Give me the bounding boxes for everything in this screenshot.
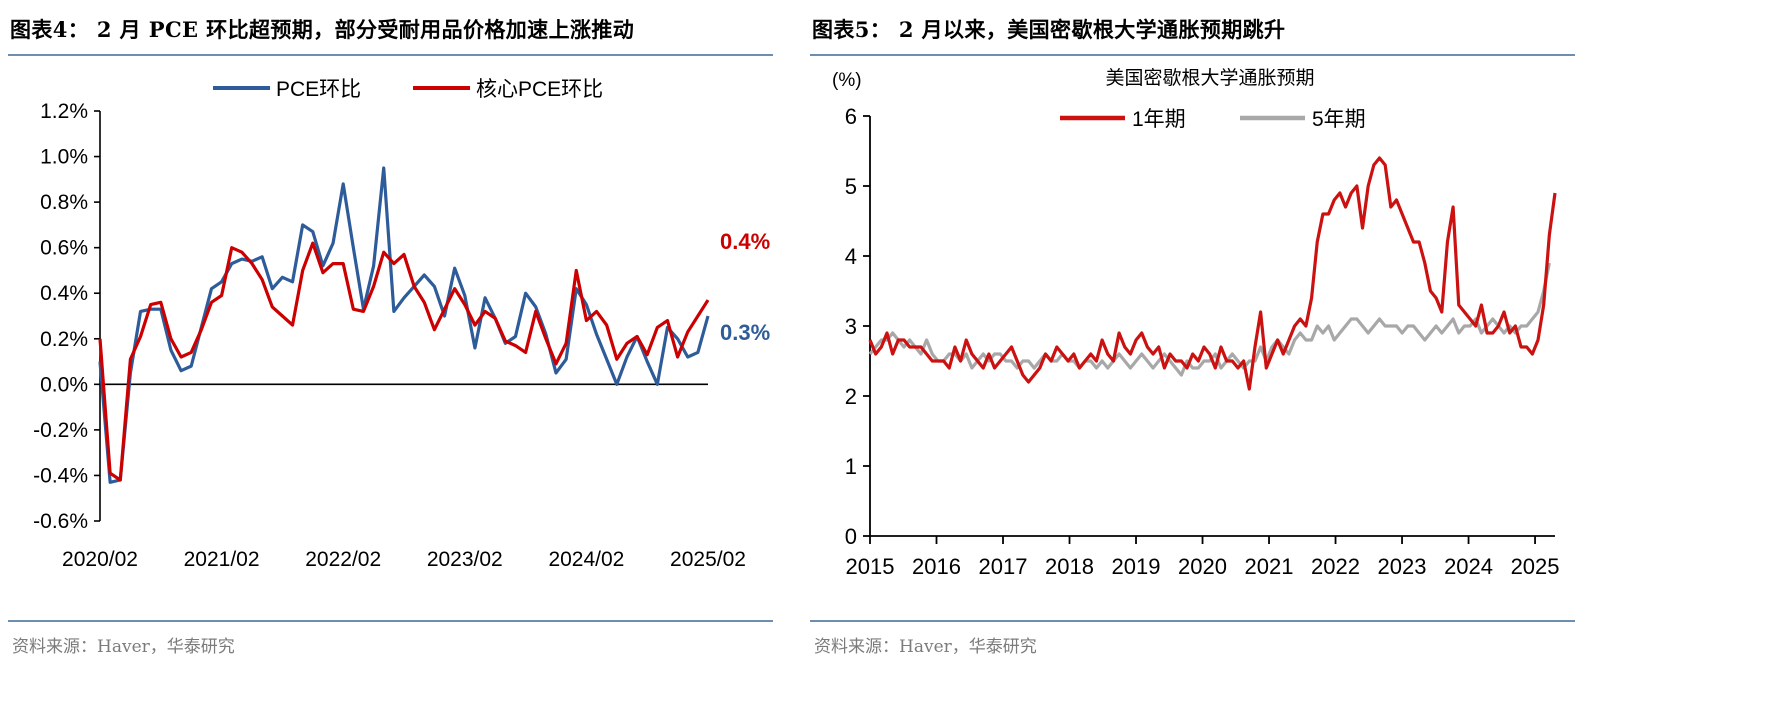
legend-label-1y: 1年期	[1132, 108, 1186, 131]
y-tick-label: 1.0%	[40, 146, 88, 169]
x-tick-label: 2015	[846, 554, 895, 579]
figure-4-panel: 图表4： 2 月 PCE 环比超预期，部分受耐用品价格加速上涨推动 PCE环比 核…	[8, 0, 788, 708]
y-tick-label: -0.2%	[33, 419, 88, 442]
y-tick-label: 6	[845, 104, 857, 129]
legend-label-pce: PCE环比	[276, 78, 361, 101]
legend-label-5y: 5年期	[1312, 108, 1366, 131]
x-axis: 2015 2016 2017 2018 2019 2020 2021 2022 2023 2024…	[846, 535, 1560, 579]
x-tick-label: 2022/02	[305, 548, 381, 571]
y-tick-label: 0.4%	[40, 282, 88, 305]
x-tick-label: 2024/02	[548, 548, 624, 571]
x-tick-label: 2018	[1045, 554, 1094, 579]
y-axis: 1.2% 1.0% 0.8% 0.6% 0.4% 0.2% 0.0% -0.2% -0.4% -0…	[33, 100, 101, 533]
x-tick-label: 2020	[1178, 554, 1227, 579]
legend-label-core-pce: 核心PCE环比	[476, 78, 603, 101]
series-line-1y	[868, 156, 1557, 391]
x-tick-label: 2023/02	[427, 548, 503, 571]
x-tick-label: 2016	[912, 554, 961, 579]
series-line-core-pce	[98, 241, 710, 482]
y-tick-label: 4	[845, 244, 857, 269]
figure-5-title: 图表5： 2 月以来，美国密歇根大学通胀预期跳升	[812, 17, 1286, 42]
y-tick-label: 5	[845, 174, 857, 199]
y-tick-label: 0.2%	[40, 328, 88, 351]
x-tick-label: 2022	[1311, 554, 1360, 579]
end-label-core-pce: 0.4%	[720, 229, 770, 254]
figure-4-chart: PCE环比 核心PCE环比 1.2% 1.0% 0.8% 0.6% 0.4% 0.2% 0.0%…	[8, 56, 788, 616]
figure-5-title-rule	[810, 54, 1575, 56]
figure-4-title: 图表4： 2 月 PCE 环比超预期，部分受耐用品价格加速上涨推动	[10, 17, 635, 42]
y-tick-label: 0.6%	[40, 237, 88, 260]
x-axis: 2020/02 2021/02 2022/02 2023/02 2024/02 2025/…	[62, 548, 746, 571]
legend: PCE环比 核心PCE环比	[213, 78, 603, 101]
figure-4-footer-rule	[8, 620, 773, 622]
figure-5-source: 资料来源：Haver，华泰研究	[814, 637, 1037, 657]
figure-4-title-rule	[8, 54, 773, 56]
x-tick-label: 2023	[1378, 554, 1427, 579]
legend: 1年期 5年期	[1060, 108, 1366, 131]
y-axis-unit-label: (%)	[832, 70, 862, 91]
series-line-pce	[98, 166, 710, 484]
series-line-5y	[868, 262, 1551, 377]
figure-4-source: 资料来源：Haver，华泰研究	[12, 637, 235, 657]
y-tick-label: 0.0%	[40, 373, 88, 396]
x-tick-label: 2024	[1444, 554, 1493, 579]
x-tick-label: 2021	[1245, 554, 1294, 579]
y-tick-label: 2	[845, 384, 857, 409]
x-tick-label: 2025/02	[670, 548, 746, 571]
figure-5-footer-rule	[810, 620, 1575, 622]
y-tick-label: -0.6%	[33, 510, 88, 533]
x-tick-label: 2019	[1112, 554, 1161, 579]
x-tick-label: 2021/02	[184, 548, 260, 571]
y-tick-label: 0.8%	[40, 191, 88, 214]
end-label-pce: 0.3%	[720, 320, 770, 345]
figure-5-panel: 图表5： 2 月以来，美国密歇根大学通胀预期跳升 (%) 美国密歇根大学通胀预期 1…	[810, 0, 1590, 708]
y-tick-label: 3	[845, 314, 857, 339]
x-tick-label: 2025	[1511, 554, 1560, 579]
y-tick-label: -0.4%	[33, 464, 88, 487]
y-tick-label: 1.2%	[40, 100, 88, 123]
y-axis: 0 1 2 3 4 5 6	[845, 104, 871, 549]
y-tick-label: 0	[845, 524, 857, 549]
figure-5-chart: (%) 美国密歇根大学通胀预期 1年期 5年期 0 1 2 3 4 5 6 2015 2016 2017 2…	[810, 56, 1590, 616]
y-tick-label: 1	[845, 454, 857, 479]
x-tick-label: 2017	[979, 554, 1028, 579]
x-tick-label: 2020/02	[62, 548, 138, 571]
pce-line-chart: PCE环比 核心PCE环比 1.2% 1.0% 0.8% 0.6% 0.4% 0.2% 0.0%…	[33, 78, 770, 571]
chart-title: 美国密歇根大学通胀预期	[1105, 67, 1314, 89]
